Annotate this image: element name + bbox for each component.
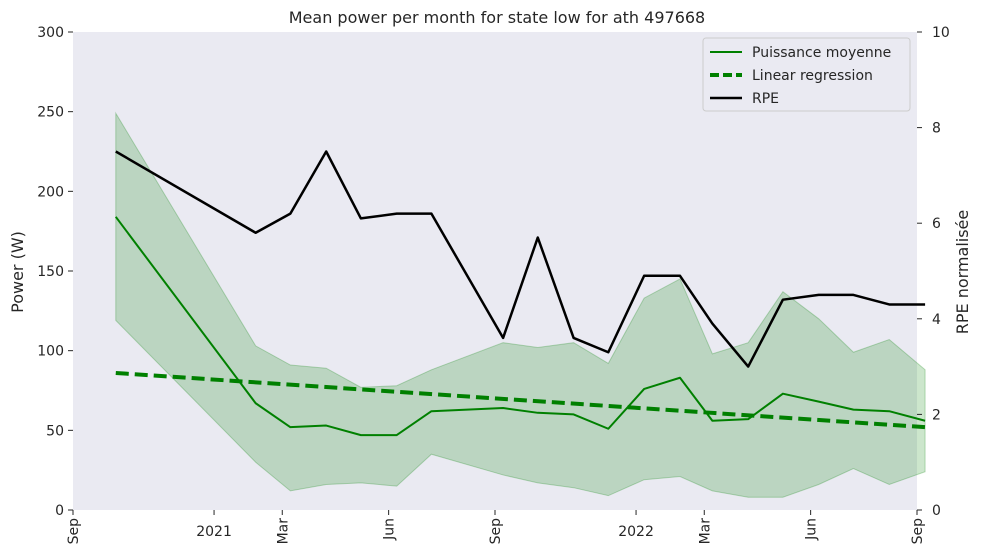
legend-label-regression: Linear regression xyxy=(752,68,873,84)
x-tick-label: Sep xyxy=(910,518,926,545)
plot-background xyxy=(73,32,917,510)
x-tick-label: Mar xyxy=(697,518,713,545)
legend-frame xyxy=(702,37,911,112)
right-tick-label: 0 xyxy=(932,503,941,519)
left-tick-label: 0 xyxy=(55,503,64,519)
series-line-1 xyxy=(115,370,926,430)
confidence-band-layer xyxy=(115,111,926,498)
right-tick-label: 4 xyxy=(932,312,941,328)
x-tick-label: 2022 xyxy=(618,524,654,540)
left-y-axis: 0 50 100 150 200 250 300 xyxy=(37,25,73,519)
x-tick-label: Sep xyxy=(66,518,82,545)
y-axis-label-left: Power (W) xyxy=(8,231,27,313)
series-layer xyxy=(114,150,926,437)
left-tick-label: 300 xyxy=(37,25,64,41)
left-tick-label: 150 xyxy=(37,264,64,280)
right-y-axis: 0 2 4 6 8 10 xyxy=(917,25,950,519)
x-tick-label: Mar xyxy=(275,518,291,545)
left-tick-label: 200 xyxy=(37,184,64,200)
series-line-2 xyxy=(115,150,926,368)
right-tick-label: 6 xyxy=(932,216,941,232)
left-tick-label: 50 xyxy=(46,423,64,439)
y-axis-label-right: RPE normalisée xyxy=(953,210,972,335)
series-line-0 xyxy=(114,216,926,437)
x-axis: Sep 2021 Mar Jun Sep 2022 Mar Jun Sep xyxy=(66,510,926,544)
legend-label-rpe: RPE xyxy=(752,91,779,107)
x-tick-label: 2021 xyxy=(196,524,232,540)
left-tick-label: 100 xyxy=(37,344,64,360)
right-tick-label: 10 xyxy=(932,25,950,41)
chart-title: Mean power per month for state low for a… xyxy=(289,8,705,27)
legend: Puissance moyenne Linear regression RPE xyxy=(702,37,911,112)
x-tick-label: Jun xyxy=(382,518,398,541)
x-tick-label: Sep xyxy=(488,518,504,545)
legend-label-puissance: Puissance moyenne xyxy=(752,45,891,61)
left-tick-label: 250 xyxy=(37,105,64,121)
right-tick-label: 2 xyxy=(932,407,941,423)
right-tick-label: 8 xyxy=(932,121,941,137)
x-tick-label: Jun xyxy=(804,518,820,541)
confidence-band xyxy=(115,111,926,498)
